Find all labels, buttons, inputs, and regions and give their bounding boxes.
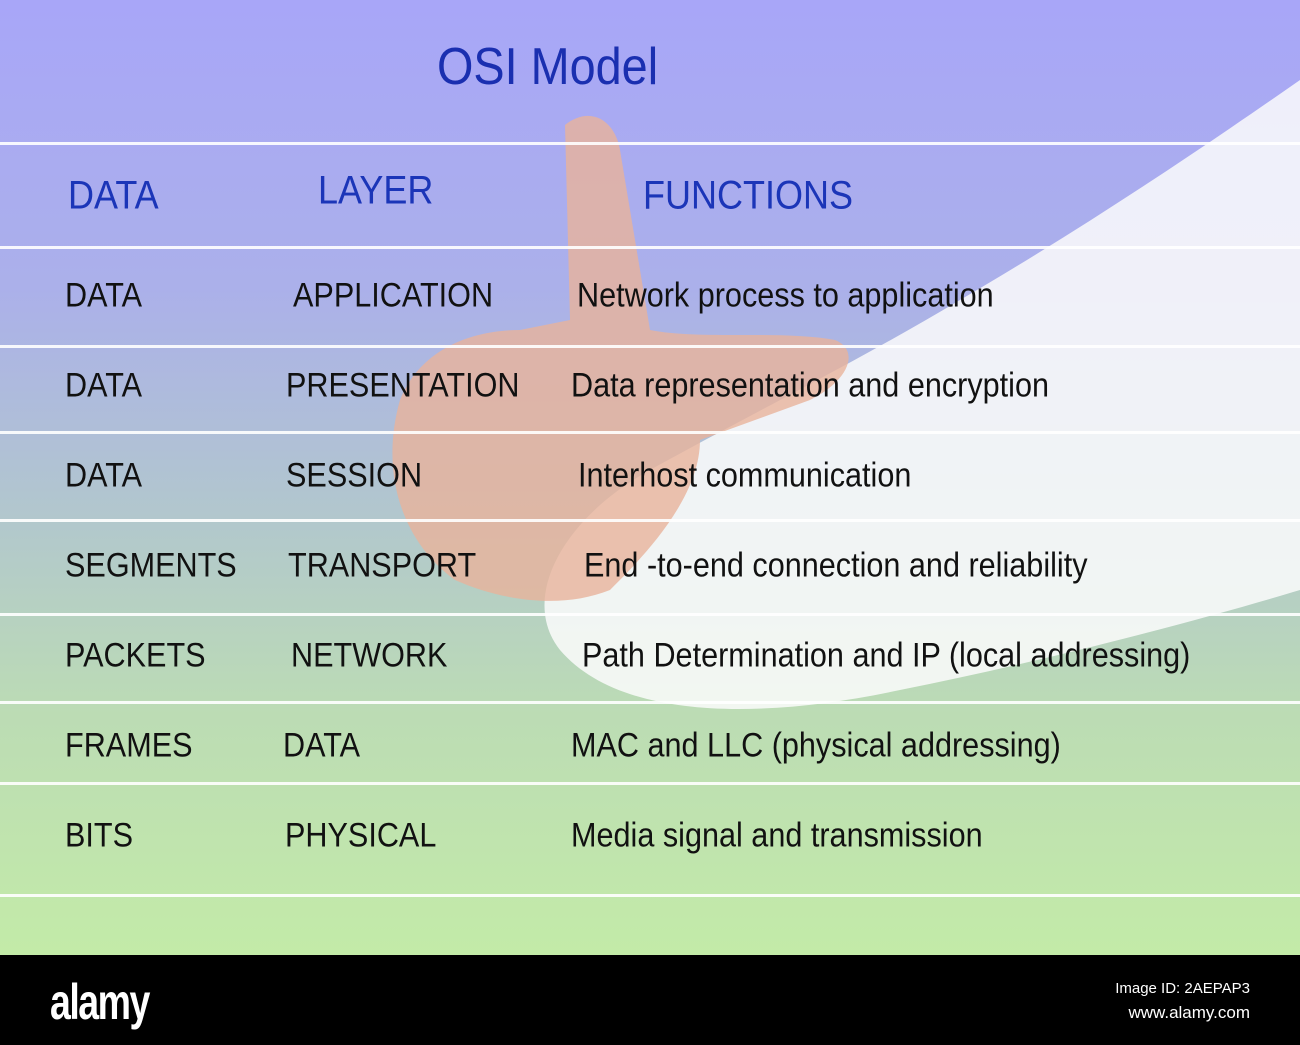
divider [0,345,1300,348]
sleeve [544,80,1300,710]
divider [0,431,1300,434]
row-data-cell: PACKETS [65,636,206,675]
row-layer-cell: TRANSPORT [288,546,477,585]
row-function-cell: Data representation and encryption [571,366,1050,405]
hand-pointing-illustration [392,80,1300,710]
row-data-cell: BITS [65,816,134,855]
header-functions: FUNCTIONS [643,173,853,218]
row-function-cell: Network process to application [577,276,994,315]
row-function-cell: Media signal and transmission [571,816,983,855]
divider [0,519,1300,522]
divider [0,613,1300,616]
divider [0,142,1300,145]
divider [0,782,1300,785]
row-data-cell: SEGMENTS [65,546,237,585]
divider [0,894,1300,897]
divider [0,701,1300,704]
row-function-cell: Path Determination and IP (local address… [582,636,1191,675]
row-function-cell: End -to-end connection and reliability [584,546,1088,585]
osi-model-image: OSI Model DATA LAYER FUNCTIONS DATA APPLI… [0,0,1300,955]
row-function-cell: MAC and LLC (physical addressing) [571,726,1061,765]
divider [0,246,1300,249]
hand [392,115,849,601]
row-layer-cell: NETWORK [291,636,448,675]
image-id: Image ID: 2AEPAP3 [1115,980,1250,997]
row-data-cell: DATA [65,366,143,405]
row-layer-cell: APPLICATION [293,276,494,315]
page-title: OSI Model [437,38,659,96]
footer-url[interactable]: www.alamy.com [1128,1003,1250,1022]
row-function-cell: Interhost communication [578,456,912,495]
header-layer: LAYER [318,168,434,213]
row-data-cell: DATA [65,456,143,495]
row-data-cell: DATA [65,276,143,315]
row-layer-cell: PRESENTATION [286,366,520,405]
header-data: DATA [68,173,159,218]
row-layer-cell: PHYSICAL [285,816,437,855]
footer: alamy Image ID: 2AEPAP3 www.alamy.com [0,955,1300,1045]
row-layer-cell: SESSION [286,456,423,495]
row-layer-cell: DATA [283,726,361,765]
row-data-cell: FRAMES [65,726,193,765]
alamy-logo: alamy [50,974,150,1030]
